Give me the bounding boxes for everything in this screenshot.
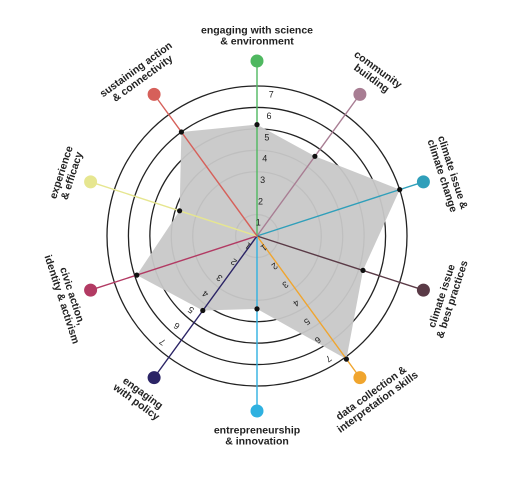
- tick-label-6-2: 2: [229, 256, 239, 267]
- axis-label-2: climate issue &climate change: [425, 134, 471, 214]
- spoke-4: [256, 235, 361, 379]
- spoke-6: [153, 235, 258, 379]
- tick-label-0-7: 7: [269, 90, 274, 100]
- tick-label-6-4: 4: [200, 288, 210, 299]
- tick-label-4-3: 3: [280, 279, 290, 290]
- spoke-3: [256, 235, 424, 291]
- value-point-7: [134, 272, 140, 278]
- value-point-6: [200, 307, 206, 314]
- axis-marker-2: [416, 175, 430, 189]
- value-point-5: [254, 306, 260, 312]
- tick-label-6-5: 5: [186, 304, 196, 315]
- axis-marker-9: [147, 87, 161, 101]
- axis-label-3: climate issue& best practices: [426, 259, 471, 340]
- axis-marker-0: [250, 54, 264, 68]
- axis-marker-5: [250, 404, 264, 418]
- value-point-9: [178, 129, 184, 135]
- value-polygon: [136, 124, 400, 360]
- axis-label-7: civic action,identity & activism: [42, 254, 88, 346]
- tick-label-6-1: 1: [243, 240, 253, 251]
- tick-label-6-7: 7: [158, 336, 168, 347]
- spoke-9: [153, 93, 258, 237]
- tick-label-4-5: 5: [302, 316, 312, 327]
- spoke-7: [90, 235, 258, 291]
- value-polygon-group: [136, 124, 400, 360]
- axis-marker-4: [353, 371, 367, 385]
- tick-label-4-6: 6: [313, 335, 323, 346]
- axis-label-0: engaging with science& environment: [201, 25, 313, 48]
- axis-marker-7: [84, 283, 98, 297]
- tick-label-0-1: 1: [256, 218, 261, 228]
- axis-marker-8: [84, 175, 98, 189]
- axis-label-5: entrepreneurship& innovation: [214, 425, 300, 448]
- tick-label-0-2: 2: [258, 196, 263, 206]
- value-point-8: [177, 208, 183, 214]
- tick-label-4-2: 2: [270, 261, 280, 272]
- axis-label-9: sustaining action& connectivity: [98, 40, 176, 105]
- tick-label-6-3: 3: [215, 272, 225, 283]
- tick-label-0-6: 6: [266, 111, 271, 121]
- axis-label-8: experience& efficacy: [47, 144, 85, 201]
- axis-marker-1: [353, 87, 367, 101]
- value-point-1: [312, 153, 318, 159]
- axis-label-5-line-1: & innovation: [225, 436, 289, 448]
- value-point-0: [254, 122, 260, 128]
- axis-label-5-line-0: entrepreneurship: [214, 425, 300, 437]
- tick-label-4-7: 7: [324, 353, 334, 364]
- spoke-2: [256, 181, 424, 237]
- axis-label-0-line-0: engaging with science: [201, 25, 313, 37]
- tick-label-4-4: 4: [291, 298, 301, 309]
- tick-label-0-3: 3: [260, 175, 265, 185]
- tick-label-6-6: 6: [172, 320, 182, 331]
- value-point-4: [343, 356, 349, 362]
- spoke-group: [90, 61, 424, 411]
- tick-label-0-5: 5: [264, 132, 269, 142]
- axis-marker-6: [147, 371, 161, 385]
- value-point-2: [397, 187, 403, 193]
- axis-label-0-line-1: & environment: [220, 36, 294, 48]
- marker-group: [84, 54, 430, 418]
- axis-label-4: data collection &interpretation skills: [334, 364, 421, 436]
- value-point-3: [360, 267, 366, 273]
- tick-label-4-1: 1: [259, 242, 269, 253]
- spoke-1: [256, 93, 361, 237]
- tick-label-0-4: 4: [262, 154, 267, 164]
- spoke-8: [90, 181, 258, 237]
- axis-marker-3: [416, 283, 430, 297]
